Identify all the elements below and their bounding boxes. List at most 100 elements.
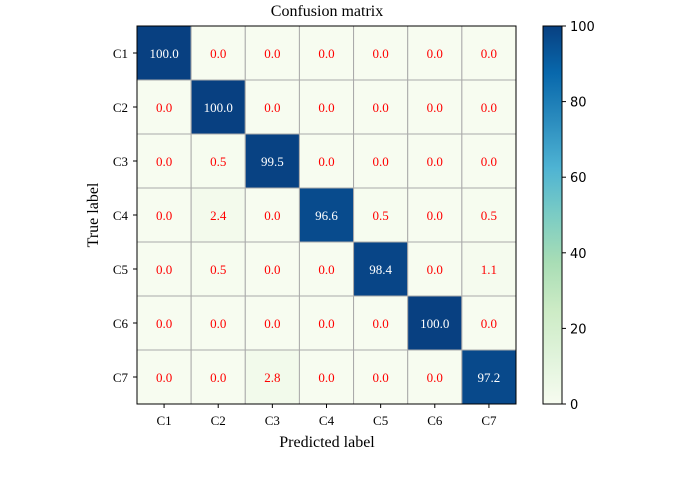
cell-value-label: 0.0 [264,208,280,223]
heatmap-cell [244,133,300,189]
heatmap-cell [244,241,300,297]
x-tick-label: C2 [211,413,226,428]
colorbar-tick-label: 60 [570,171,587,186]
heatmap-cells: 100.0 0.0 0.0 0.0 0.0 0.0 0.0 0.0 100.0 0.0 0.0 0.0… [136,25,517,405]
cell-value-label: 100.0 [204,100,233,115]
cell-value-label: 0.0 [318,262,334,277]
cell-value-label: 99.5 [261,154,284,169]
y-tick-label: C1 [113,46,128,61]
cell-value-label: 0.0 [427,46,443,61]
cell-value-label: 0.0 [264,46,280,61]
x-tick-label: C3 [265,413,280,428]
heatmap-cell [190,25,246,81]
heatmap-cell [190,295,246,351]
cell-value-label: 0.0 [373,100,389,115]
cell-value-label: 0.0 [318,316,334,331]
x-tick-label: C4 [319,413,335,428]
heatmap-cell [353,295,409,351]
y-tick-label: C3 [113,154,128,169]
cell-value-label: 0.0 [156,262,172,277]
colorbar-gradient [542,25,563,405]
cell-value-label: 0.0 [427,100,443,115]
cell-value-label: 0.0 [373,154,389,169]
cell-value-label: 0.0 [264,262,280,277]
cell-value-label: 0.0 [481,316,497,331]
cell-value-label: 0.0 [156,370,172,385]
colorbar-tick-label: 20 [570,322,587,337]
heatmap-cell [136,241,192,297]
heatmap-cell [353,349,409,405]
heatmap-cell [136,349,192,405]
cell-value-label: 0.5 [481,208,497,223]
heatmap-cell [298,349,355,405]
cell-value-label: 98.4 [369,262,392,277]
colorbar-tick-label: 80 [570,96,587,111]
heatmap-cell [353,79,409,135]
heatmap-cell [407,133,463,189]
heatmap-cell [407,187,463,243]
cell-value-label: 0.0 [481,46,497,61]
heatmap-cell [190,187,246,243]
heatmap-cell [298,187,355,243]
heatmap-cell [298,295,355,351]
axes: C1 C2 C3 C4 C5 C6 C7 C1 C2 C3 C4 C5 C6 C7 [113,25,517,428]
cell-value-label: 0.0 [210,370,226,385]
cell-value-label: 0.0 [318,46,334,61]
x-tick-label: C6 [427,413,443,428]
cell-value-label: 0.0 [373,316,389,331]
cell-value-label: 97.2 [478,370,501,385]
cell-value-label: 0.0 [481,154,497,169]
colorbar: 0 20 40 60 80 100 [542,20,595,413]
chart-title: Confusion matrix [271,3,383,20]
cell-value-label: 0.0 [156,208,172,223]
cell-value-label: 96.6 [315,208,338,223]
colorbar-tick-label: 40 [570,247,587,262]
cell-value-label: 0.0 [156,154,172,169]
cell-value-label: 100.0 [149,46,178,61]
heatmap-cell [353,133,409,189]
cell-value-label: 0.0 [318,154,334,169]
cell-value-label: 0.0 [210,46,226,61]
heatmap-cell [461,79,517,135]
cell-value-label: 0.5 [210,262,226,277]
cell-value-label: 0.0 [427,262,443,277]
x-tick-label: C5 [373,413,388,428]
cell-value-label: 0.0 [373,46,389,61]
y-tick-label: C5 [113,262,128,277]
cell-value-label: 0.0 [481,100,497,115]
cell-value-label: 0.0 [156,100,172,115]
cell-value-label: 0.0 [318,100,334,115]
heatmap-cell [136,295,192,351]
heatmap-cell [461,133,517,189]
cell-value-label: 0.0 [156,316,172,331]
heatmap-cell [407,25,463,81]
cell-value-label: 0.0 [427,208,443,223]
cell-value-label: 0.0 [264,316,280,331]
heatmap-cell [298,133,355,189]
cell-value-label: 0.0 [427,370,443,385]
heatmap-cell [136,187,192,243]
y-tick-label: C6 [113,316,129,331]
cell-value-label: 2.4 [210,208,227,223]
heatmap-cell [190,133,246,189]
y-tick-label: C7 [113,370,129,385]
cell-value-label: 0.0 [427,154,443,169]
cell-value-label: 1.1 [481,262,497,277]
heatmap-cell [407,349,463,405]
x-tick-label: C1 [156,413,171,428]
cell-value-label: 0.0 [373,370,389,385]
y-tick-label: C4 [113,208,129,223]
heatmap-cell [461,187,517,243]
cell-value-label: 2.8 [264,370,280,385]
x-tick-label: C7 [481,413,497,428]
colorbar-tick-label: 100 [570,20,595,35]
cell-value-label: 0.0 [264,100,280,115]
y-tick-label: C2 [113,100,128,115]
heatmap-cell [461,349,517,405]
cell-value-label: 100.0 [420,316,449,331]
cell-value-label: 0.0 [318,370,334,385]
y-axis-label: True label [85,182,102,247]
cell-value-label: 0.0 [210,316,226,331]
heatmap-cell [244,79,300,135]
